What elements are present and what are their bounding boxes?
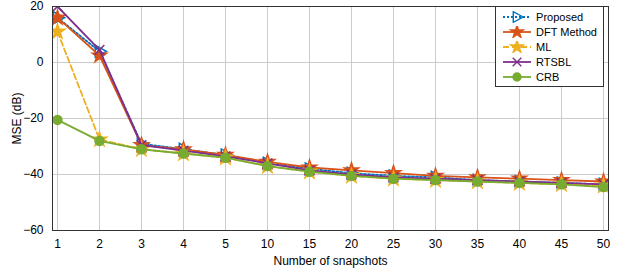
svg-text:2: 2 bbox=[96, 237, 103, 251]
svg-text:35: 35 bbox=[471, 237, 485, 251]
svg-text:30: 30 bbox=[429, 237, 443, 251]
svg-text:45: 45 bbox=[555, 237, 569, 251]
html-text:ML: ML bbox=[536, 40, 552, 53]
svg-text:50: 50 bbox=[597, 237, 611, 251]
svg-text:3: 3 bbox=[138, 237, 145, 251]
svg-text:0: 0 bbox=[37, 55, 44, 69]
svg-text:20: 20 bbox=[30, 0, 44, 13]
svg-text:MSE (dB): MSE (dB) bbox=[10, 92, 24, 144]
html-text:RTSBL: RTSBL bbox=[536, 55, 572, 68]
html-text:DFT Method: DFT Method bbox=[536, 25, 597, 38]
svg-text:5: 5 bbox=[222, 237, 229, 251]
svg-text:−40: −40 bbox=[23, 167, 44, 181]
svg-text:10: 10 bbox=[261, 237, 275, 251]
html-text:Proposed: Proposed bbox=[536, 10, 584, 23]
svg-text:Number of snapshots: Number of snapshots bbox=[273, 254, 387, 268]
svg-text:−20: −20 bbox=[23, 111, 44, 125]
svg-text:25: 25 bbox=[387, 237, 401, 251]
svg-text:1: 1 bbox=[54, 237, 61, 251]
html-text:CRB: CRB bbox=[536, 70, 560, 83]
svg-text:20: 20 bbox=[345, 237, 359, 251]
svg-text:−60: −60 bbox=[23, 223, 44, 237]
svg-text:40: 40 bbox=[513, 237, 527, 251]
svg-text:15: 15 bbox=[303, 237, 317, 251]
svg-text:4: 4 bbox=[180, 237, 187, 251]
